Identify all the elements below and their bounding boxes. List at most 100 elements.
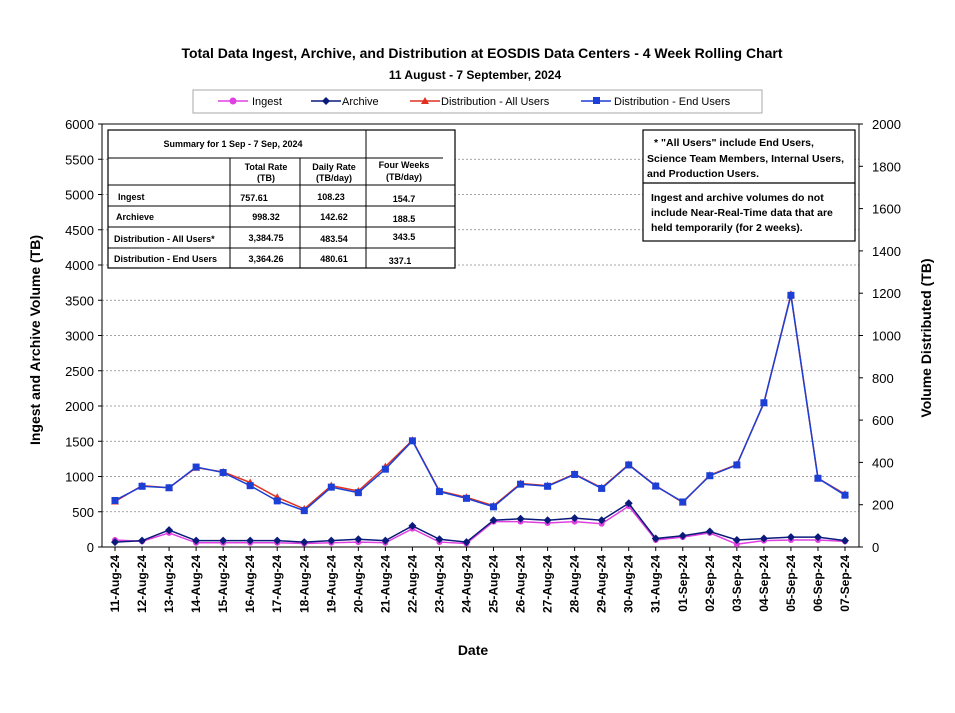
x-tick-label: 05-Sep-24: [784, 555, 798, 612]
row-daily-distribution-all: 483.54: [320, 234, 348, 244]
series-layer: [111, 290, 849, 548]
x-tick-label: 02-Sep-24: [703, 555, 717, 612]
x-tick-label: 11-Aug-24: [108, 555, 122, 613]
data-point-archive: [381, 536, 390, 545]
x-tick-label: 01-Sep-24: [676, 555, 690, 612]
x-tick-label: 27-Aug-24: [541, 555, 555, 613]
y-right-tick-label: 0: [872, 540, 879, 555]
y-right-tick-label: 400: [872, 455, 894, 470]
y-left-tick-label: 3000: [65, 329, 94, 344]
data-point-distribution-end-users: [165, 484, 173, 492]
data-point-archive: [543, 516, 552, 525]
data-point-archive: [570, 514, 579, 523]
note-ingest-archive-line1: Ingest and archive volumes do not: [651, 192, 824, 204]
header-total-rate-unit: (TB): [257, 173, 275, 183]
legend: Ingest Archive Distribution - All Users …: [192, 89, 763, 114]
data-point-distribution-end-users: [219, 469, 227, 477]
y-left-tick-label: 4500: [65, 223, 94, 238]
data-point-distribution-end-users: [435, 488, 443, 496]
data-point-archive: [651, 534, 660, 543]
x-tick-label: 24-Aug-24: [459, 555, 473, 613]
data-point-distribution-end-users: [787, 291, 795, 299]
header-four-weeks: Four Weeks: [379, 160, 430, 170]
legend-item-distribution-all: Distribution - All Users: [410, 96, 550, 108]
data-point-distribution-end-users: [679, 498, 687, 506]
x-axis-label: Date: [458, 642, 489, 658]
data-point-distribution-end-users: [111, 496, 119, 504]
legend-label-ingest: Ingest: [252, 96, 282, 108]
y-left-tick-label: 500: [72, 505, 94, 520]
x-tick-label: 03-Sep-24: [730, 555, 744, 612]
data-point-archive: [273, 536, 282, 545]
data-point-archive: [246, 536, 255, 545]
y-right-tick-label: 200: [872, 498, 894, 513]
data-point-distribution-end-users: [138, 482, 146, 490]
row-label-distribution-all: Distribution - All Users*: [114, 234, 215, 244]
row-daily-distribution-end: 480.61: [320, 254, 348, 264]
y-left-tick-label: 2000: [65, 399, 94, 414]
row-total-distribution-all: 3,384.75: [248, 233, 283, 243]
data-point-archive: [138, 536, 147, 545]
data-point-archive: [786, 533, 795, 542]
y-left-tick-label: 6000: [65, 117, 94, 132]
x-tick-label: 04-Sep-24: [757, 555, 771, 612]
y-axis-left-label: Ingest and Archive Volume (TB): [27, 235, 43, 445]
row-total-archive: 998.32: [252, 212, 280, 222]
data-point-archive: [516, 514, 525, 523]
data-point-distribution-end-users: [327, 483, 335, 491]
notes-box: * "All Users" include End Users, Science…: [642, 129, 856, 242]
data-point-archive: [192, 536, 201, 545]
x-tick-label: 15-Aug-24: [216, 555, 230, 613]
data-point-distribution-end-users: [814, 474, 822, 482]
data-point-distribution-end-users: [517, 480, 525, 488]
data-point-distribution-end-users: [490, 503, 498, 511]
row-four-weeks-distribution-end: 337.1: [389, 256, 412, 266]
row-daily-archive: 142.62: [320, 212, 348, 222]
y-left-tick-label: 5500: [65, 152, 94, 167]
x-tick-label: 30-Aug-24: [622, 555, 636, 613]
y-axis-right-ticks: 0 200 400 600 800 1000 1200 1400 1600 1800 2000: [859, 117, 901, 555]
data-point-distribution-end-users: [354, 489, 362, 497]
legend-item-distribution-end: Distribution - End Users: [581, 96, 731, 108]
row-label-distribution-end: Distribution - End Users: [114, 254, 217, 264]
x-tick-label: 29-Aug-24: [595, 555, 609, 613]
row-total-ingest: 757.61: [240, 193, 268, 203]
x-tick-label: 21-Aug-24: [378, 555, 392, 613]
x-tick-label: 19-Aug-24: [324, 555, 338, 613]
series-line-distribution-end-users: [114, 295, 846, 512]
summary-table: Summary for 1 Sep - 7 Sep, 2024 Total Ra…: [107, 129, 456, 269]
legend-item-ingest: Ingest: [218, 96, 282, 108]
header-four-weeks-unit: (TB/day): [386, 172, 422, 182]
y-left-tick-label: 0: [87, 540, 94, 555]
data-point-archive: [462, 538, 471, 547]
row-label-ingest: Ingest: [118, 192, 145, 202]
chart-subtitle: 11 August - 7 September, 2024: [389, 68, 562, 82]
chart-title: Total Data Ingest, Archive, and Distribu…: [181, 45, 782, 61]
data-point-distribution-end-users: [462, 494, 470, 502]
note-all-users-line3: and Production Users.: [647, 168, 759, 180]
data-point-distribution-end-users: [246, 482, 254, 490]
data-point-archive: [300, 538, 309, 547]
y-left-tick-label: 5000: [65, 188, 94, 203]
x-tick-label: 07-Sep-24: [838, 555, 852, 612]
x-tick-label: 22-Aug-24: [405, 555, 419, 613]
y-left-tick-label: 2500: [65, 364, 94, 379]
x-tick-label: 18-Aug-24: [297, 555, 311, 613]
data-point-archive: [597, 516, 606, 525]
data-point-distribution-end-users: [760, 399, 768, 407]
row-four-weeks-ingest: 154.7: [393, 194, 416, 204]
data-point-archive: [165, 526, 174, 535]
data-point-distribution-end-users: [192, 463, 200, 471]
x-tick-label: 28-Aug-24: [568, 555, 582, 613]
data-point-archive: [489, 516, 498, 525]
legend-item-archive: Archive: [311, 96, 379, 108]
data-point-archive: [759, 534, 768, 543]
y-left-tick-label: 4000: [65, 258, 94, 273]
note-all-users-line2: Science Team Members, Internal Users,: [647, 153, 844, 165]
y-right-tick-label: 1400: [872, 244, 901, 259]
data-point-archive: [624, 499, 633, 508]
data-point-ingest: [733, 541, 740, 548]
x-axis-ticks: 11-Aug-24 12-Aug-24 13-Aug-24 14-Aug-24 15-A…: [108, 547, 852, 613]
data-point-distribution-end-users: [652, 482, 660, 490]
